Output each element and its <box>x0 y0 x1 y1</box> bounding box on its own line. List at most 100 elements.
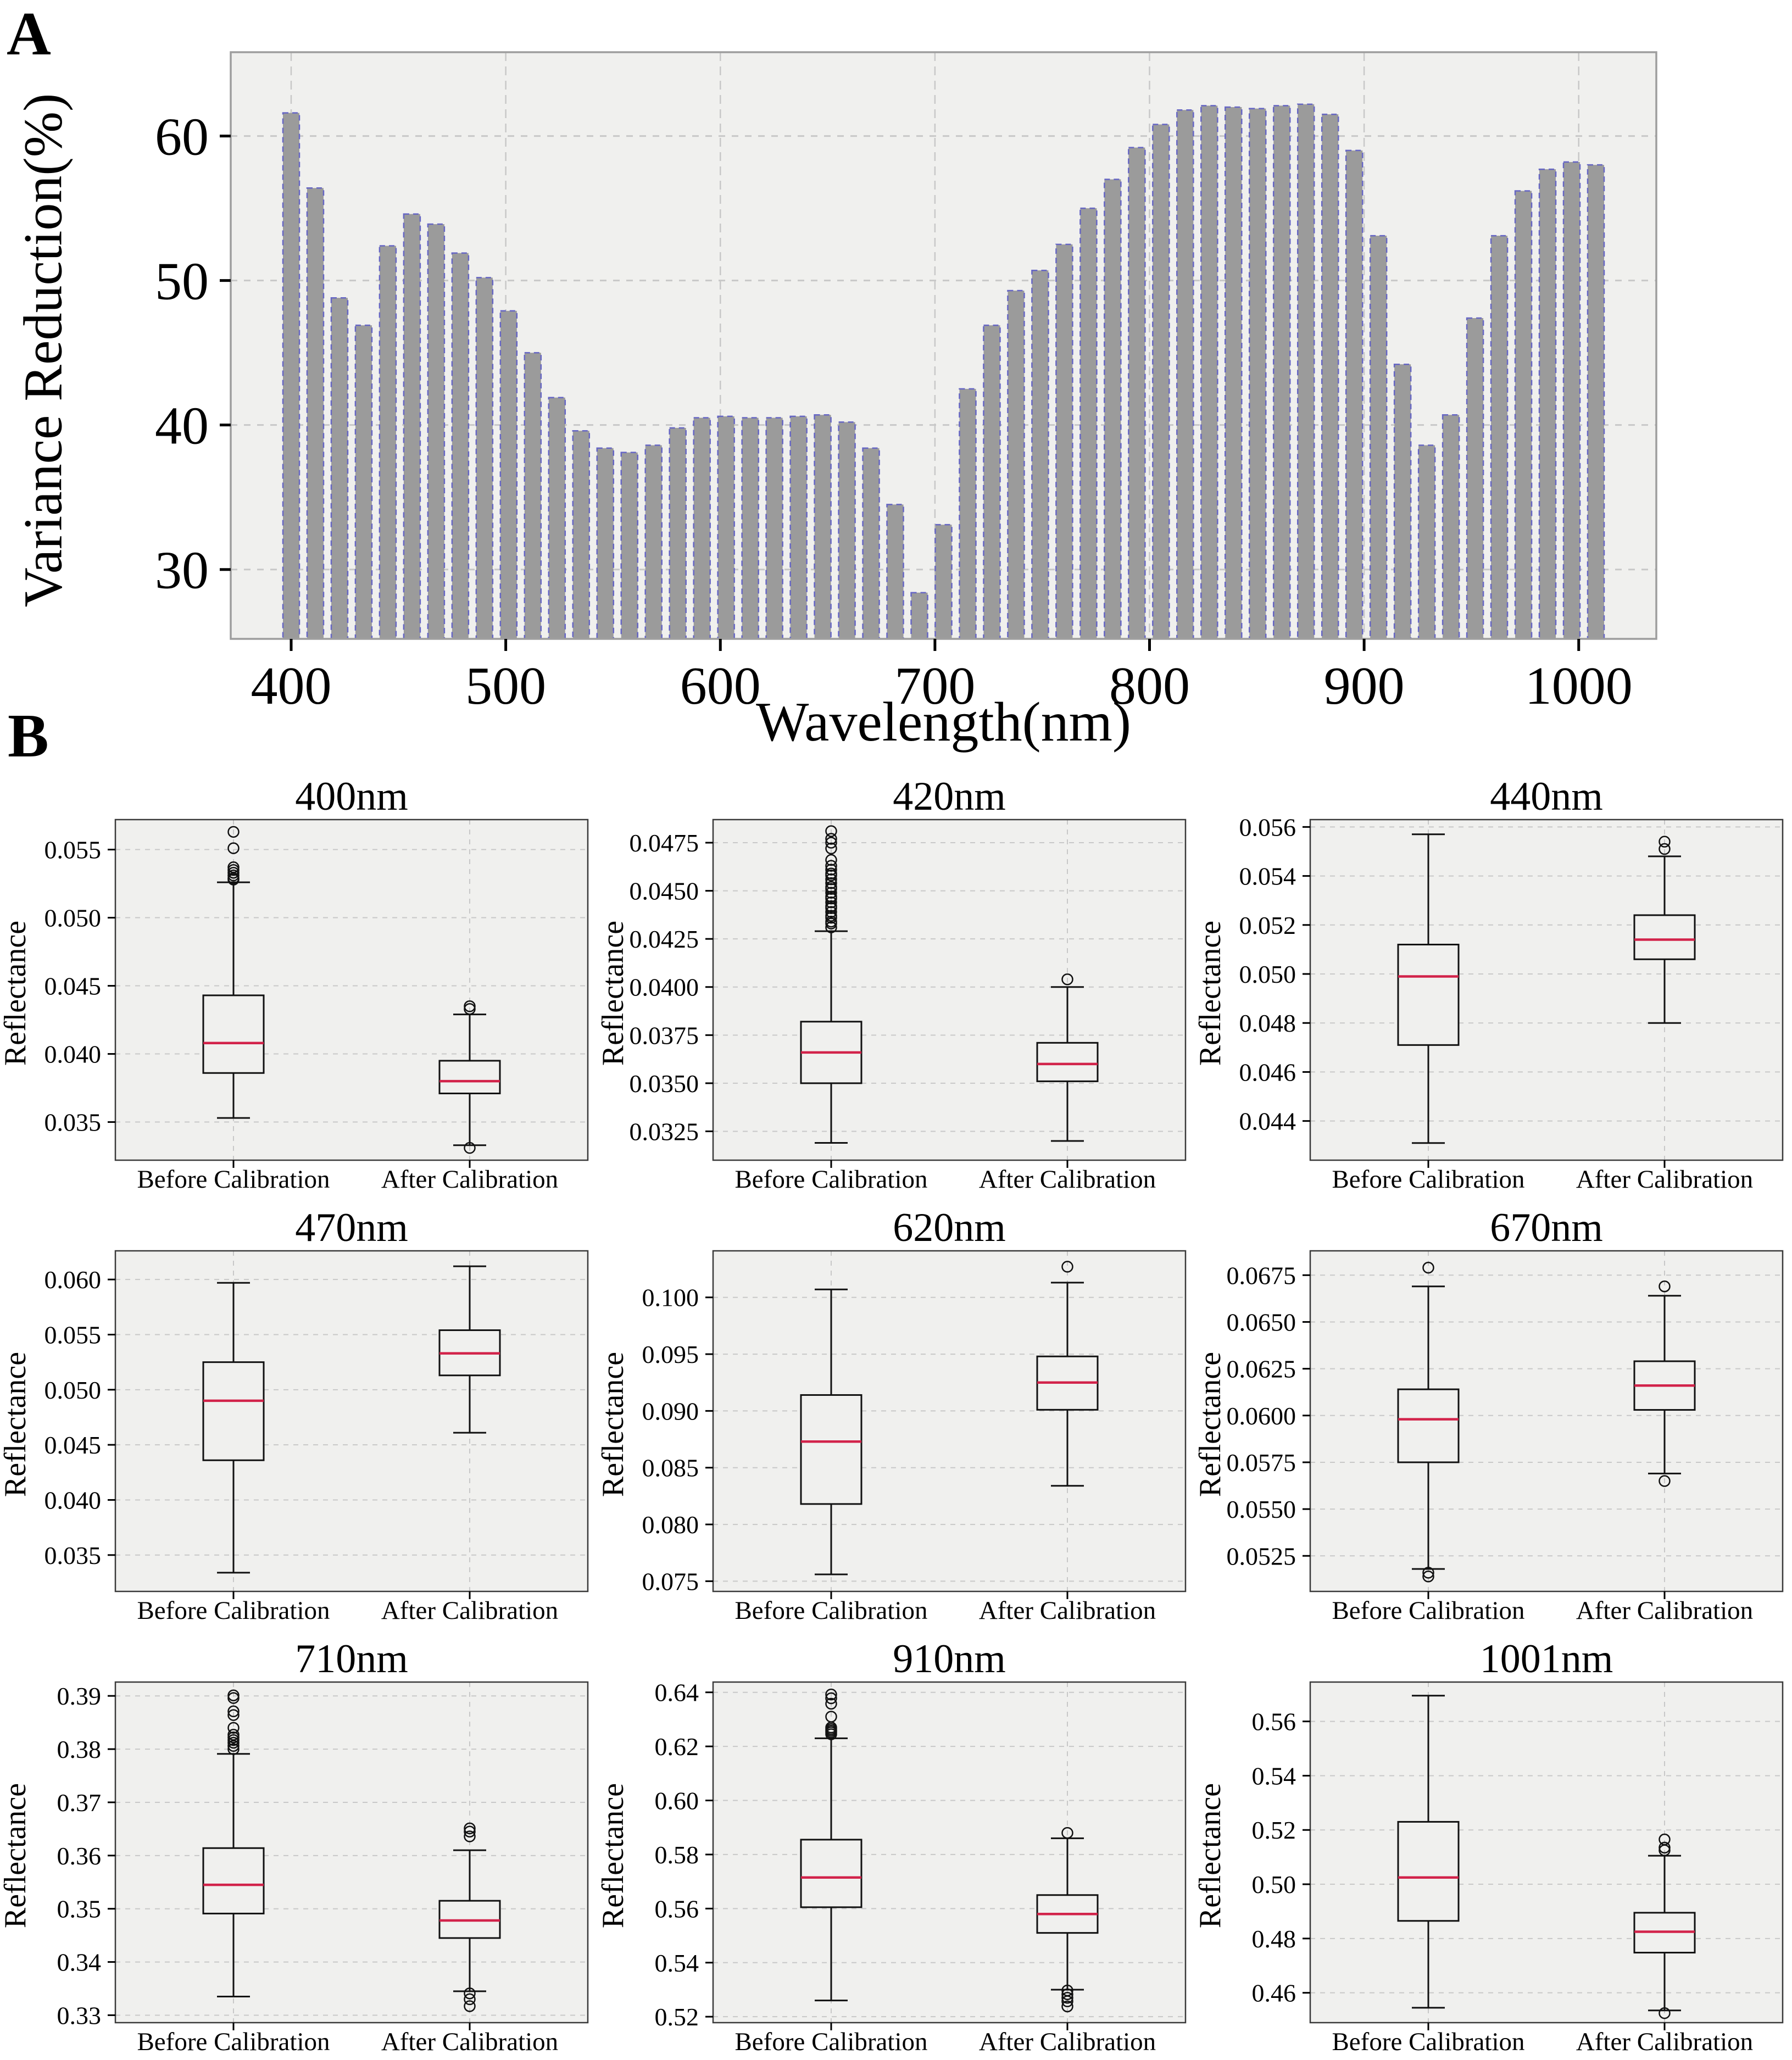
y-tick-label: 0.050 <box>44 904 102 932</box>
boxplot-subplot: 670nm Reflectance 0.0525 0.0550 0.0575 0.06… <box>1193 1205 1792 1629</box>
panel-a-x-axis-label: Wavelength(nm) <box>756 691 1131 753</box>
bar-1008nm <box>1587 164 1605 640</box>
bar-704nm <box>934 524 953 640</box>
y-tick-label: 0.56 <box>655 1895 699 1923</box>
bar-940nm <box>1442 414 1460 640</box>
outlier-point <box>464 1822 476 1835</box>
boxplot-subplot: 470nm Reflectance 0.035 0.040 0.045 0.050 0.… <box>0 1205 597 1629</box>
bar-434nm <box>354 324 373 640</box>
axes-spine <box>114 1250 589 1593</box>
category-label-after: After Calibration <box>381 1165 559 1194</box>
y-tick-label: 0.0350 <box>630 1070 699 1098</box>
y-tick-label: 0.046 <box>1239 1058 1296 1086</box>
bar-794nm <box>1128 147 1146 640</box>
bar-513nm <box>524 352 542 640</box>
y-tick-label: 0.0425 <box>630 925 699 953</box>
panel-b-label: B <box>8 702 49 770</box>
y-tick-label: 30 <box>155 541 209 600</box>
axes-spine <box>1309 1250 1784 1593</box>
outlier-point <box>464 1987 476 2000</box>
bar-501nm <box>499 310 518 640</box>
boxplot-canvas: 0.0325 0.0350 0.0375 0.0400 0.0425 0.0450 0.04… <box>630 819 1187 1168</box>
bar-648nm <box>814 414 832 640</box>
y-tick-label: 0.0450 <box>630 877 699 905</box>
y-tick-label: 0.36 <box>57 1842 102 1870</box>
boxplot-canvas: 0.33 0.34 0.35 0.36 0.37 0.38 0.39 <box>57 1681 589 2030</box>
outlier-point <box>825 910 837 922</box>
outlier-point <box>825 896 837 909</box>
outlier-point <box>1422 1567 1434 1579</box>
outlier-point <box>825 1711 837 1723</box>
boxplot-canvas: 0.075 0.080 0.085 0.090 0.095 0.100 <box>642 1250 1187 1599</box>
bar-817nm <box>1176 109 1194 640</box>
y-tick-label: 0.056 <box>1239 813 1296 841</box>
bar-963nm <box>1490 235 1509 640</box>
outlier-point <box>825 867 837 879</box>
outlier-point <box>825 881 837 893</box>
bar-783nm <box>1104 179 1122 640</box>
bar-895nm <box>1345 149 1364 640</box>
axes-spine <box>712 1681 1187 2024</box>
variance-reduction-bar-chart: 30 40 50 60 400 500 600 700 800 900 1000 <box>155 51 1657 716</box>
outlier-point <box>1659 1841 1671 1854</box>
outlier-point <box>1061 1827 1073 1839</box>
bar-760nm <box>1055 243 1073 640</box>
bar-423nm <box>330 297 349 640</box>
subplot-title: 420nm <box>893 774 1006 819</box>
outlier-point <box>1659 836 1671 848</box>
box-before <box>800 1394 862 1505</box>
y-tick-label: 0.39 <box>57 1682 102 1710</box>
axes-spine <box>712 819 1187 1161</box>
boxplot-subplot: 420nm Reflectance 0.0325 0.0350 0.0375 0.04… <box>596 773 1195 1198</box>
box-before <box>1397 943 1460 1046</box>
outlier-point <box>464 1142 476 1154</box>
bar-727nm <box>983 324 1001 640</box>
box-after <box>1036 1042 1099 1082</box>
category-label-after: After Calibration <box>978 1596 1156 1625</box>
bar-974nm <box>1514 190 1533 640</box>
bar-411nm <box>306 187 325 640</box>
bar-715nm <box>959 388 977 640</box>
subplot-title: 440nm <box>1490 774 1603 819</box>
outlier-point <box>464 1000 476 1012</box>
outlier-point <box>825 1697 837 1710</box>
y-tick-label: 0.055 <box>44 836 102 864</box>
outlier-point <box>1061 2000 1073 2013</box>
category-label-after: After Calibration <box>978 2028 1156 2056</box>
y-tick-label: 0.050 <box>44 1376 102 1404</box>
x-tick-label: 900 <box>1324 656 1405 716</box>
axes-spine <box>1309 819 1784 1161</box>
category-label-after: After Calibration <box>978 1165 1156 1194</box>
y-tick-label: 0.0525 <box>1227 1542 1296 1570</box>
bar-884nm <box>1321 113 1339 640</box>
category-label-before: Before Calibration <box>734 2028 928 2056</box>
plot-background <box>1310 1251 1783 1591</box>
y-tick-label: 0.58 <box>655 1841 699 1869</box>
bar-918nm <box>1393 363 1412 640</box>
outlier-point <box>825 837 837 849</box>
y-tick-label: 0.040 <box>44 1486 102 1514</box>
outlier-point <box>227 1729 240 1741</box>
outlier-point <box>1659 2007 1671 2019</box>
subplot-title: 670nm <box>1490 1205 1603 1250</box>
outlier-point <box>227 1689 240 1701</box>
bar-850nm <box>1249 108 1267 640</box>
x-tick-label: 400 <box>251 656 332 716</box>
plot-background <box>115 1682 588 2023</box>
outlier-point <box>825 1688 837 1701</box>
x-tick-label: 1000 <box>1525 656 1633 716</box>
outlier-point <box>825 877 837 889</box>
outlier-point <box>1422 1261 1434 1274</box>
y-tick-label: 0.0650 <box>1227 1308 1296 1336</box>
y-tick-label: 0.50 <box>1252 1870 1296 1898</box>
y-tick-label: 0.044 <box>1239 1107 1296 1135</box>
outlier-point <box>825 906 837 918</box>
bar-772nm <box>1079 207 1098 640</box>
outlier-point <box>1659 1280 1671 1293</box>
y-tick-label: 0.0475 <box>630 829 699 857</box>
outlier-point <box>825 825 837 837</box>
outlier-point <box>464 2000 476 2012</box>
y-tick-label: 0.035 <box>44 1109 102 1137</box>
y-tick-label: 0.095 <box>642 1340 699 1368</box>
outlier-point <box>227 1722 240 1734</box>
